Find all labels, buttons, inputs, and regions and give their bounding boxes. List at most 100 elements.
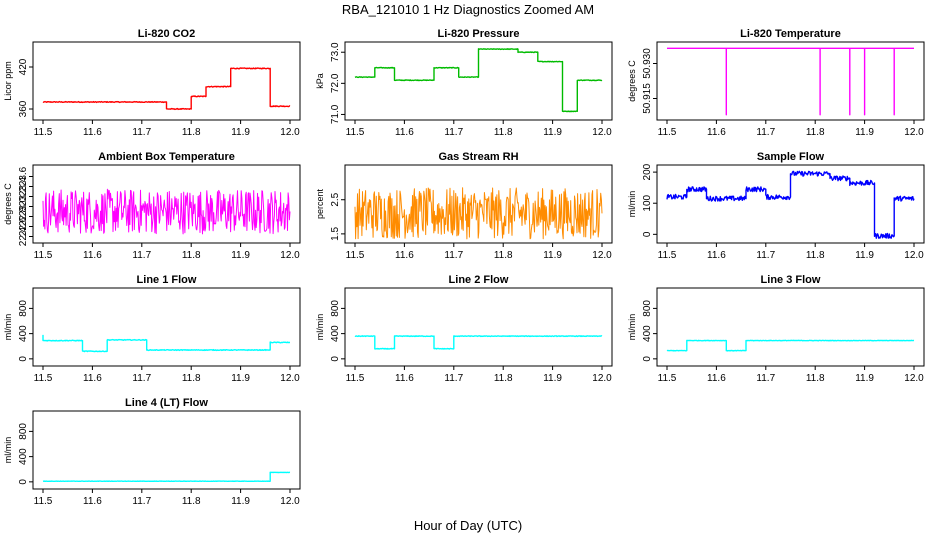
y-axis-label: ml/min xyxy=(627,314,637,341)
y-axis-label: ml/min xyxy=(315,314,325,341)
y-tick-label: 800 xyxy=(18,423,29,440)
x-tick-label: 12.0 xyxy=(904,250,924,261)
x-tick-label: 11.6 xyxy=(83,373,102,384)
y-tick-label: 50.930 xyxy=(642,48,653,79)
data-series-line xyxy=(666,339,915,352)
x-tick-label: 11.9 xyxy=(855,127,874,138)
x-tick-label: 11.9 xyxy=(543,127,562,138)
x-tick-label: 11.7 xyxy=(444,127,463,138)
chart-panel-7: Line 1 Flow 11.5 11.6 11.7 11.8 11.9 12.0 0 400 8… xyxy=(3,274,301,384)
x-tick-label: 11.7 xyxy=(444,373,463,384)
y-tick-label: 2.5 xyxy=(330,192,341,206)
data-series-line xyxy=(354,48,603,113)
x-tick-label: 11.6 xyxy=(83,250,102,261)
y-tick-label: 22.8 xyxy=(18,206,29,226)
y-tick-label: 400 xyxy=(18,325,29,342)
x-tick-label: 12.0 xyxy=(280,127,300,138)
y-tick-label: 23.6 xyxy=(18,166,29,186)
x-tick-label: 11.6 xyxy=(707,127,726,138)
y-axis-label: Licor ppm xyxy=(3,61,13,101)
x-tick-label: 11.7 xyxy=(756,127,775,138)
y-axis-label: kPa xyxy=(315,73,325,89)
y-tick-label: 0 xyxy=(642,231,653,237)
x-tick-label: 11.5 xyxy=(34,496,53,507)
y-tick-label: 360 xyxy=(18,100,29,117)
chart-panel-2: Li-820 Pressure 11.5 11.6 11.7 11.8 11.9 12.0 7… xyxy=(315,28,613,138)
x-tick-label: 11.8 xyxy=(494,127,513,138)
plot-frame xyxy=(32,287,301,367)
panel-title: Li-820 Temperature xyxy=(740,28,841,40)
y-tick-label: 23.4 xyxy=(18,176,29,196)
x-tick-label: 11.5 xyxy=(34,127,53,138)
y-tick-label: 0 xyxy=(18,479,29,485)
plot-frame xyxy=(656,164,925,244)
y-tick-label: 72.0 xyxy=(330,73,341,93)
chart-panel-6: Sample Flow 11.5 11.6 11.7 11.8 11.9 12.0 0 100 2… xyxy=(627,151,925,261)
x-tick-label: 11.5 xyxy=(658,127,677,138)
figure-title: RBA_121010 1 Hz Diagnostics Zoomed AM xyxy=(342,2,594,17)
y-axis-label: percent xyxy=(315,188,325,219)
plot-frame xyxy=(344,164,613,244)
y-tick-label: 800 xyxy=(18,300,29,317)
data-series-line xyxy=(354,187,603,240)
x-tick-label: 11.9 xyxy=(231,496,250,507)
plot-frame xyxy=(32,164,301,244)
x-tick-label: 11.9 xyxy=(231,127,250,138)
panel-title: Line 1 Flow xyxy=(137,274,197,286)
x-tick-label: 11.5 xyxy=(658,250,677,261)
x-tick-label: 11.7 xyxy=(756,250,775,261)
x-tick-label: 11.5 xyxy=(346,127,365,138)
x-tick-label: 11.8 xyxy=(494,250,513,261)
plot-frame xyxy=(656,287,925,367)
x-tick-label: 12.0 xyxy=(280,250,300,261)
y-tick-label: 200 xyxy=(642,163,653,180)
x-tick-label: 12.0 xyxy=(904,127,924,138)
chart-panel-4: Ambient Box Temperature 11.5 11.6 11.7 11.8 1… xyxy=(3,151,301,261)
y-tick-label: 1.5 xyxy=(330,226,341,240)
y-tick-label: 800 xyxy=(642,300,653,317)
y-tick-label: 73.0 xyxy=(330,42,341,62)
x-tick-label: 11.9 xyxy=(231,373,250,384)
x-tick-label: 11.8 xyxy=(806,373,825,384)
x-tick-label: 11.6 xyxy=(707,373,726,384)
x-tick-label: 12.0 xyxy=(280,496,300,507)
chart-panel-1: Li-820 CO2 11.5 11.6 11.7 11.8 11.9 12.0 360 420… xyxy=(3,28,301,138)
x-tick-label: 11.9 xyxy=(543,373,562,384)
x-tick-label: 11.8 xyxy=(806,127,825,138)
panel-title: Line 2 Flow xyxy=(449,274,509,286)
x-tick-label: 12.0 xyxy=(592,127,612,138)
data-series-line xyxy=(42,334,291,353)
chart-panel-5: Gas Stream RH 11.5 11.6 11.7 11.8 11.9 12.0 1.5… xyxy=(315,151,613,261)
x-tick-label: 11.6 xyxy=(395,127,414,138)
y-tick-label: 400 xyxy=(642,325,653,342)
y-tick-label: 400 xyxy=(330,325,341,342)
chart-panel-3: Li-820 Temperature 11.5 11.6 11.7 11.8 11.9 12… xyxy=(627,28,925,138)
y-tick-label: 50.915 xyxy=(642,83,653,114)
x-tick-label: 11.7 xyxy=(132,250,151,261)
x-tick-label: 11.8 xyxy=(182,250,201,261)
y-axis-label: ml/min xyxy=(3,437,13,464)
chart-panel-10: Line 4 (LT) Flow 11.5 11.6 11.7 11.8 11.9 12.0… xyxy=(3,397,301,507)
panels-group: Li-820 CO2 11.5 11.6 11.7 11.8 11.9 12.0 360 420… xyxy=(3,28,925,507)
chart-panel-8: Line 2 Flow 11.5 11.6 11.7 11.8 11.9 12.0 0 400 8… xyxy=(315,274,613,384)
y-tick-label: 23.2 xyxy=(18,186,29,206)
plot-frame xyxy=(344,41,613,121)
x-tick-label: 12.0 xyxy=(592,373,612,384)
data-series-line xyxy=(666,170,915,239)
y-tick-label: 100 xyxy=(642,194,653,211)
plot-frame xyxy=(344,287,613,367)
x-tick-label: 11.5 xyxy=(346,373,365,384)
x-tick-label: 11.8 xyxy=(182,127,201,138)
x-tick-label: 11.9 xyxy=(855,250,874,261)
x-tick-label: 11.7 xyxy=(444,250,463,261)
y-axis-label: ml/min xyxy=(627,191,637,218)
panel-title: Line 3 Flow xyxy=(761,274,821,286)
data-series-line xyxy=(42,188,291,235)
x-tick-label: 11.6 xyxy=(83,127,102,138)
x-tick-label: 11.5 xyxy=(34,373,53,384)
data-series-line xyxy=(42,471,291,482)
x-tick-label: 11.8 xyxy=(182,496,201,507)
panel-title: Li-820 CO2 xyxy=(138,28,195,40)
y-tick-label: 71.0 xyxy=(330,104,341,124)
